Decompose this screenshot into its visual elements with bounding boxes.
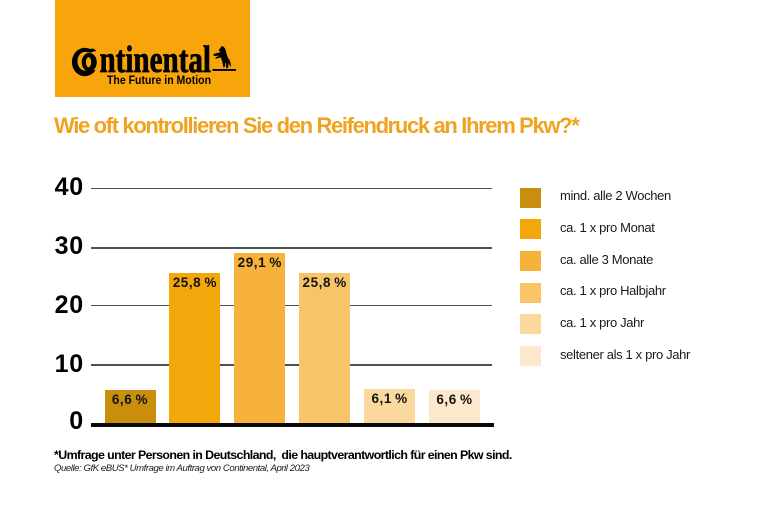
svg-text:The Future in Motion: The Future in Motion xyxy=(107,75,211,87)
svg-text:ntinental: ntinental xyxy=(100,39,212,81)
